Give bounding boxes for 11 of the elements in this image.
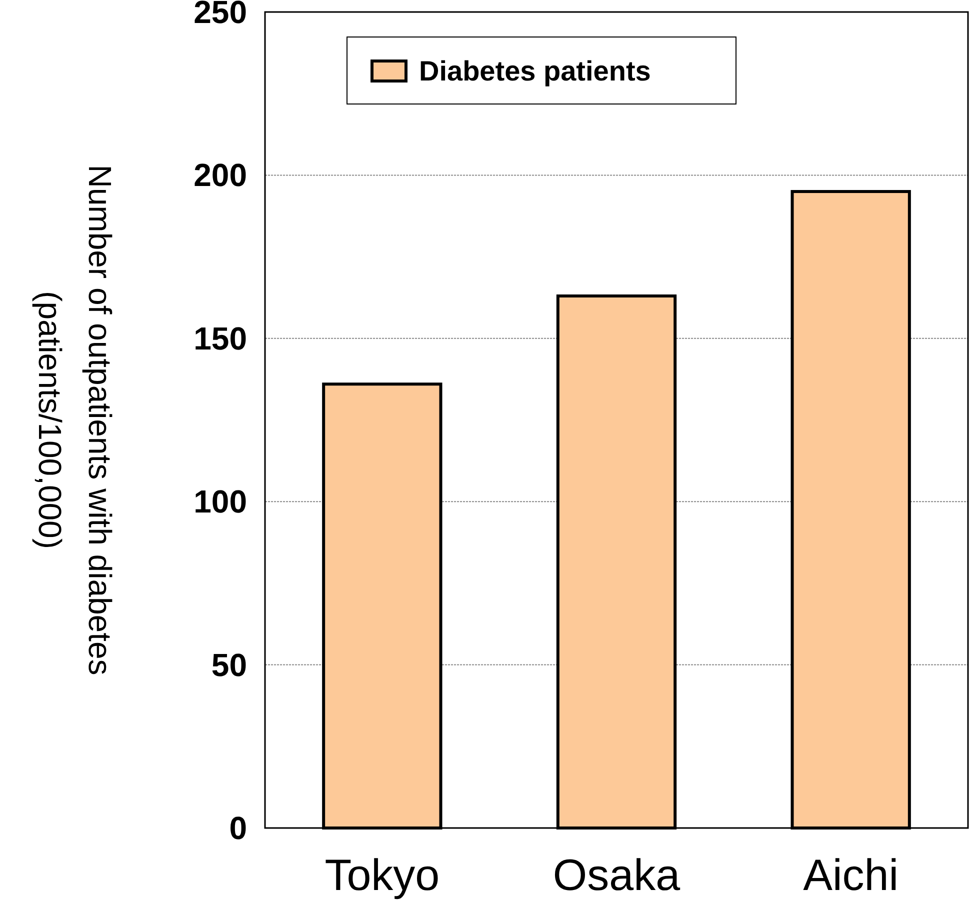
y-tick-label: 250 xyxy=(194,0,247,30)
y-tick-label: 150 xyxy=(194,320,247,356)
y-tick-label: 200 xyxy=(194,157,247,194)
x-tick-label: Tokyo xyxy=(324,851,440,900)
y-axis-title: Number of outpatients with diabetes (patients/100,000) xyxy=(32,164,118,676)
x-tick-label: Aichi xyxy=(803,851,899,900)
y-tick-label: 50 xyxy=(211,646,247,683)
y-tick-label: 0 xyxy=(229,810,247,846)
y-tick-label: 100 xyxy=(194,484,247,520)
x-tick-label: Osaka xyxy=(552,851,681,900)
legend-label: Diabetes patients xyxy=(419,56,651,86)
